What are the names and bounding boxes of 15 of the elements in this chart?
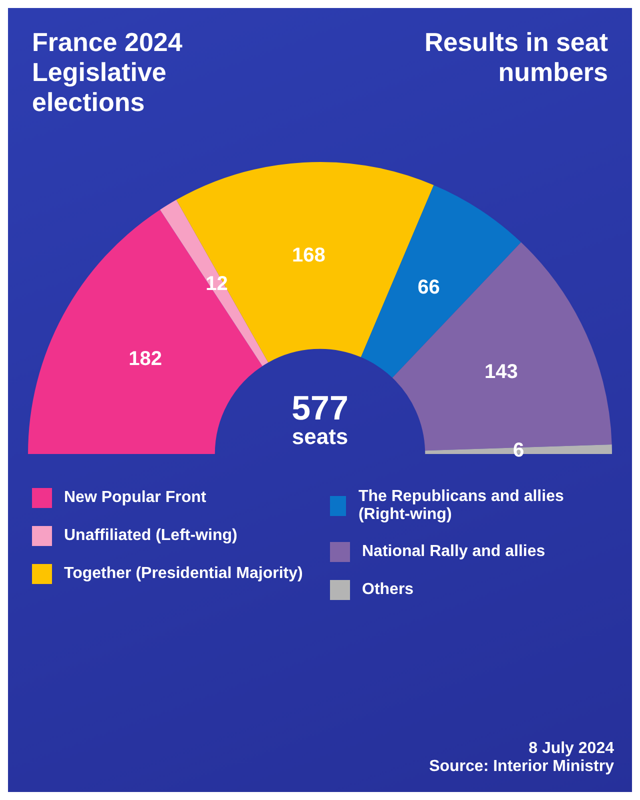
- data-label: 66: [418, 276, 440, 298]
- data-label: 182: [128, 348, 162, 370]
- source-note: Source: Interior Ministry: [428, 758, 614, 776]
- data-label: 168: [292, 244, 326, 266]
- text: 8 July 2024: [528, 740, 614, 758]
- legend-label: The Republicans and allies (Right-wing): [358, 488, 565, 524]
- legend-label: National Rally and allies: [362, 542, 546, 561]
- text: 577 seats: [292, 389, 348, 449]
- chart-title: France 2024 Legislative elections: [32, 27, 184, 118]
- legend-label: Unaffiliated (Left-wing): [64, 526, 238, 545]
- legend-label: Others: [362, 580, 414, 599]
- legend-label: Together (Presidential Majority): [64, 564, 303, 583]
- legend-label: New Popular Front: [64, 488, 206, 507]
- chart-subtitle: Results in seat numbers: [423, 27, 608, 89]
- data-label: 143: [484, 360, 518, 383]
